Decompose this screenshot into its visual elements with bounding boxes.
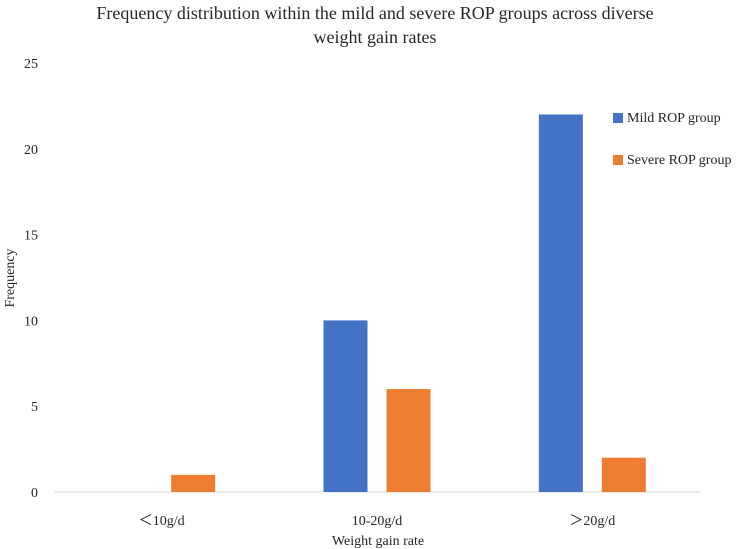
y-tick-label: 20 xyxy=(24,143,38,158)
x-axis: ＜10g/d 10-20g/d ＞20g/d xyxy=(139,514,616,529)
legend: Mild ROP group Severe ROP group xyxy=(613,111,731,168)
y-axis: 0 5 10 15 20 25 xyxy=(24,57,38,501)
x-tick-label: ＜10g/d xyxy=(139,514,185,529)
y-axis-label: Frequency xyxy=(3,248,18,307)
x-axis-label: Weight gain rate xyxy=(332,534,424,549)
legend-swatch-severe xyxy=(613,155,623,165)
chart-title-line-1: Frequency distribution within the mild a… xyxy=(96,3,653,23)
x-tick-label: ＞20g/d xyxy=(569,514,615,529)
y-tick-label: 5 xyxy=(31,400,38,415)
bar-severe-1 xyxy=(386,389,431,492)
bar-severe-0 xyxy=(171,474,216,492)
bar-mild-2 xyxy=(538,114,583,492)
y-tick-label: 25 xyxy=(24,57,38,72)
chart-title-line-2: weight gain rates xyxy=(314,27,437,47)
legend-swatch-mild xyxy=(613,113,623,123)
bar-mild-1 xyxy=(323,320,368,492)
legend-label-mild: Mild ROP group xyxy=(627,111,721,126)
legend-label-severe: Severe ROP group xyxy=(627,153,731,168)
bar-severe-2 xyxy=(601,457,646,492)
bars xyxy=(171,114,646,492)
x-tick-label: 10-20g/d xyxy=(352,514,403,529)
y-tick-label: 10 xyxy=(24,314,38,329)
y-tick-label: 0 xyxy=(31,486,38,501)
y-tick-label: 15 xyxy=(24,229,38,244)
